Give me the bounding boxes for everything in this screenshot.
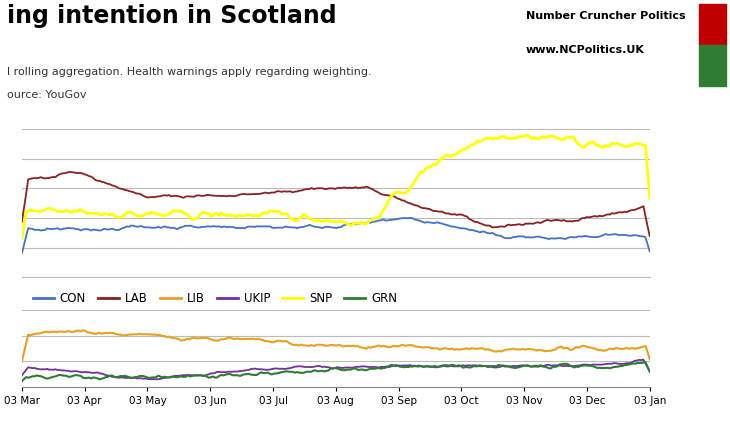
Legend: CON, LAB, LIB, UKIP, SNP, GRN: CON, LAB, LIB, UKIP, SNP, GRN [28, 288, 402, 310]
Bar [699, 4, 726, 45]
Text: l rolling aggregation. Health warnings apply regarding weighting.: l rolling aggregation. Health warnings a… [7, 67, 372, 77]
Text: ource: YouGov: ource: YouGov [7, 90, 87, 100]
Bar [699, 45, 726, 86]
Text: www.NCPolitics.UK: www.NCPolitics.UK [526, 45, 645, 55]
Text: ing intention in Scotland: ing intention in Scotland [7, 4, 337, 28]
Text: Number Cruncher Politics: Number Cruncher Politics [526, 11, 685, 21]
